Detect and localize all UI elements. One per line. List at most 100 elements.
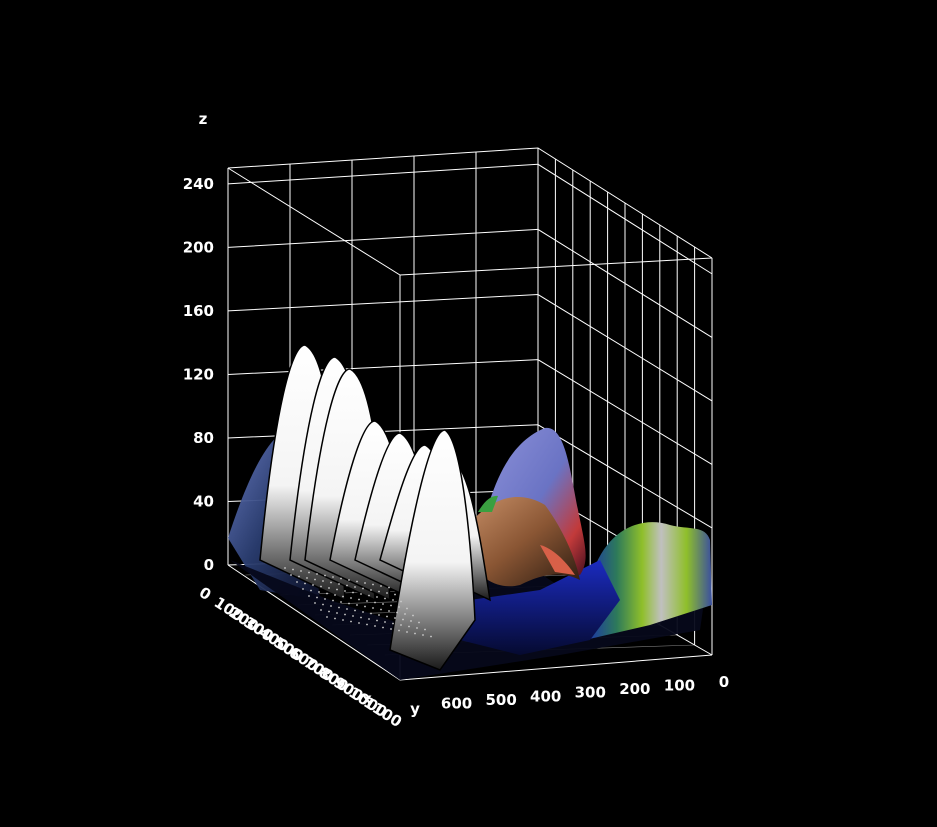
floor-dot (370, 612, 372, 615)
floor-dot (390, 604, 392, 607)
floor-dot (346, 608, 348, 610)
floor-dot (342, 595, 344, 598)
z-tick-label: 0 (204, 556, 214, 574)
floor-dot (352, 591, 354, 594)
floor-dot (392, 622, 394, 625)
floor-dot (356, 580, 358, 583)
floor-dot (338, 606, 340, 609)
z-axis-label: z (199, 110, 208, 128)
floor-dot (418, 621, 420, 624)
floor-dot (332, 599, 334, 602)
floor-dot (354, 609, 356, 612)
floor-dot (360, 593, 362, 595)
surface-floor-dots (284, 567, 432, 638)
floor-dot (396, 611, 398, 614)
white-ridge-front (389, 429, 476, 671)
floor-dot (310, 589, 312, 592)
z-tick-label: 160 (183, 302, 214, 320)
surface-green-edge (478, 495, 498, 512)
floor-dot (414, 632, 416, 635)
floor-dot (350, 620, 352, 623)
floor-dot (334, 617, 336, 620)
floor-dot (306, 577, 308, 579)
floor-dot (376, 619, 378, 622)
floor-dot (422, 634, 424, 636)
floor-dot (322, 603, 324, 606)
z-tick-label: 40 (193, 492, 214, 510)
floor-dot (362, 611, 364, 613)
floor-dot (316, 596, 318, 599)
x-axis-label: x (362, 690, 372, 708)
floor-dot (410, 620, 412, 622)
floor-dot (292, 568, 294, 571)
floor-dot (290, 574, 292, 576)
floor-dot (406, 631, 408, 633)
floor-dot (380, 585, 382, 587)
y-tick-label: 500 (485, 691, 516, 709)
floor-dot (386, 615, 388, 618)
floor-dot (338, 583, 340, 585)
floor-dot (376, 596, 378, 598)
floor-dot (326, 592, 328, 595)
floor-dot (394, 593, 396, 596)
y-tick-label: 200 (619, 680, 650, 698)
floor-dot (352, 615, 354, 617)
x-tick-label: 0 (196, 583, 215, 604)
floor-dot (302, 588, 304, 590)
y-tick-label: 0 (719, 673, 729, 691)
floor-dot (394, 617, 396, 619)
grid-line-z (227, 163, 713, 275)
floor-dot (336, 612, 338, 614)
floor-dot (312, 584, 314, 586)
floor-dot (402, 618, 404, 621)
floor-dot (362, 587, 364, 590)
floor-dot (382, 626, 384, 629)
floor-dot (340, 601, 342, 603)
floor-dot (406, 607, 408, 610)
floor-dot (380, 608, 382, 611)
floor-dot (330, 581, 332, 584)
floor-dot (346, 584, 348, 587)
floor-dot (298, 575, 300, 578)
floor-dot (416, 627, 418, 629)
floor-dot (320, 585, 322, 588)
floor-dot (390, 628, 392, 630)
floor-dot (370, 589, 372, 591)
floor-dot (398, 606, 400, 608)
y-axis-label: y (410, 700, 420, 718)
floor-dot (386, 592, 388, 594)
surface-valley (460, 560, 620, 655)
grid-line-z (227, 147, 713, 259)
floor-dot (424, 628, 426, 631)
floor-dot (322, 580, 324, 582)
floor-dot (336, 588, 338, 591)
floor-dot (378, 590, 380, 593)
floor-dot (368, 594, 370, 597)
floor-dot (320, 609, 322, 611)
floor-dot (328, 587, 330, 589)
floor-dot (284, 567, 286, 569)
floor-dot (366, 623, 368, 626)
floor-dot (296, 581, 298, 583)
floor-dot (364, 605, 366, 608)
box-top-edge (227, 167, 713, 276)
floor-dot (328, 610, 330, 613)
floor-dot (374, 625, 376, 627)
y-axis-ticks: 600 500 400 300 200 100 0 (441, 673, 729, 712)
z-tick-label: 120 (183, 365, 214, 383)
floor-dot (348, 602, 350, 605)
floor-dot (398, 629, 400, 632)
floor-dot (316, 573, 318, 575)
floor-dot (400, 624, 402, 626)
floor-dot (308, 571, 310, 574)
floor-dot (300, 570, 302, 572)
floor-dot (384, 621, 386, 623)
y-tick-label: 600 (441, 694, 472, 712)
floor-dot (384, 597, 386, 600)
surface-white-ridges (259, 344, 491, 671)
floor-dot (374, 601, 376, 604)
floor-dot (334, 594, 336, 596)
floor-dot (314, 578, 316, 581)
floor-dot (356, 604, 358, 606)
